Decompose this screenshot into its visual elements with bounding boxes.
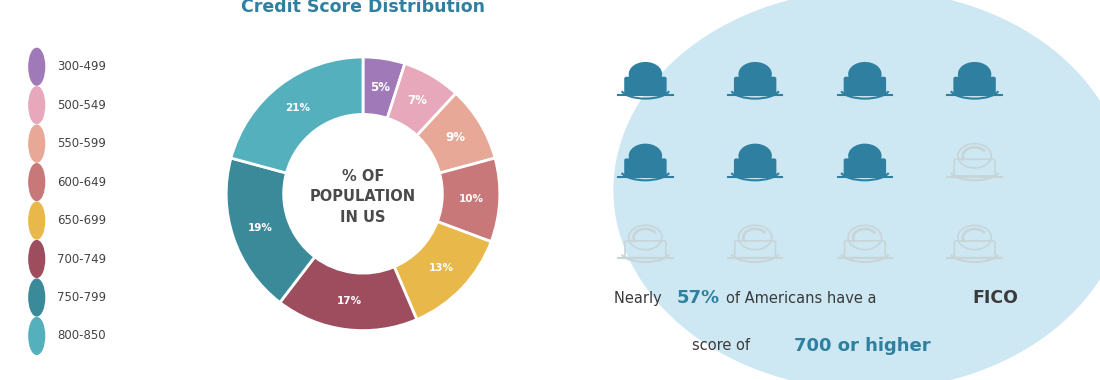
Text: 650-699: 650-699: [57, 214, 106, 227]
Text: 5%: 5%: [370, 81, 389, 93]
FancyBboxPatch shape: [625, 78, 666, 94]
Text: FICO: FICO: [972, 289, 1018, 307]
FancyBboxPatch shape: [735, 78, 776, 94]
Wedge shape: [417, 93, 495, 173]
Text: 800-850: 800-850: [57, 329, 106, 342]
Text: score of: score of: [693, 338, 750, 353]
Circle shape: [629, 144, 662, 168]
Text: 7%: 7%: [408, 94, 428, 107]
Text: % OF: % OF: [342, 168, 384, 184]
Wedge shape: [231, 57, 363, 173]
FancyBboxPatch shape: [845, 78, 886, 94]
Circle shape: [29, 279, 45, 316]
Wedge shape: [279, 257, 417, 331]
Circle shape: [29, 87, 45, 124]
Circle shape: [29, 202, 45, 239]
Circle shape: [738, 144, 772, 168]
Circle shape: [29, 125, 45, 162]
Circle shape: [629, 62, 662, 86]
Circle shape: [848, 62, 881, 86]
Text: 700 or higher: 700 or higher: [794, 337, 931, 355]
Wedge shape: [227, 158, 315, 302]
Text: IN US: IN US: [340, 209, 386, 225]
Wedge shape: [394, 222, 491, 320]
Text: 700-749: 700-749: [57, 252, 106, 266]
Text: Nearly: Nearly: [614, 291, 667, 306]
Text: POPULATION: POPULATION: [310, 189, 416, 204]
Wedge shape: [438, 158, 499, 242]
Text: 13%: 13%: [429, 263, 453, 274]
Circle shape: [958, 62, 991, 86]
Text: 500-549: 500-549: [57, 99, 106, 112]
Text: 19%: 19%: [249, 223, 273, 233]
FancyBboxPatch shape: [845, 159, 886, 176]
Text: of Americans have a: of Americans have a: [726, 291, 877, 306]
Text: 9%: 9%: [446, 131, 465, 144]
Text: 57%: 57%: [676, 289, 719, 307]
Circle shape: [29, 48, 45, 85]
Circle shape: [29, 164, 45, 201]
Text: 10%: 10%: [459, 194, 484, 204]
Text: 550-599: 550-599: [57, 137, 106, 150]
Text: 21%: 21%: [285, 103, 310, 113]
Title: Credit Score Distribution: Credit Score Distribution: [241, 0, 485, 16]
Text: 17%: 17%: [337, 296, 362, 306]
Circle shape: [848, 144, 881, 168]
Text: 750-799: 750-799: [57, 291, 106, 304]
Circle shape: [29, 241, 45, 277]
Circle shape: [29, 318, 45, 354]
FancyBboxPatch shape: [625, 159, 666, 176]
Text: 600-649: 600-649: [57, 176, 106, 188]
FancyBboxPatch shape: [735, 159, 776, 176]
Ellipse shape: [614, 0, 1100, 380]
Wedge shape: [387, 63, 455, 136]
FancyBboxPatch shape: [954, 78, 996, 94]
Circle shape: [738, 62, 772, 86]
Wedge shape: [363, 57, 405, 118]
Text: 300-499: 300-499: [57, 60, 106, 73]
